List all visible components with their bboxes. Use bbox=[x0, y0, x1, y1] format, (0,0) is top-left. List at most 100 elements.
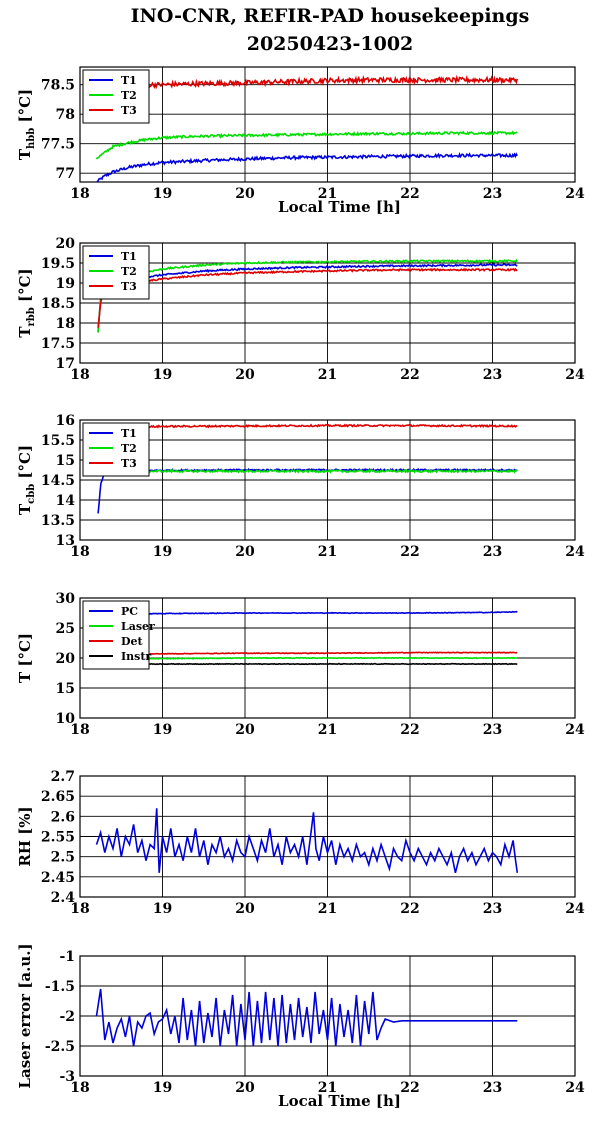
y-tick-label: 18.5 bbox=[41, 296, 75, 312]
y-tick-label: 2.65 bbox=[41, 789, 75, 805]
x-tick-label: 22 bbox=[400, 367, 419, 383]
plot-frame bbox=[79, 955, 576, 1077]
figure-title-line2: 20250423-1002 bbox=[247, 33, 414, 55]
legend: PC Laser Det Instr bbox=[82, 600, 155, 670]
x-tick-label: 21 bbox=[318, 544, 337, 560]
x-tick-label: 20 bbox=[235, 1080, 255, 1096]
y-tick-label: -2 bbox=[59, 1009, 75, 1025]
y-tick-label: 2.6 bbox=[51, 809, 75, 825]
x-tick-label: 19 bbox=[153, 186, 172, 202]
series-line-t3 bbox=[104, 74, 519, 90]
x-tick-label: 19 bbox=[153, 367, 172, 383]
y-tick-label: 2.4 bbox=[51, 890, 76, 906]
legend-label: T1 bbox=[121, 74, 137, 87]
y-tick-label: -3 bbox=[59, 1069, 75, 1085]
y-tick-label: 13.5 bbox=[41, 513, 75, 529]
series-line-data bbox=[95, 988, 518, 1047]
x-tick-label: 23 bbox=[483, 722, 502, 738]
y-tick-label: 25 bbox=[56, 621, 75, 637]
series-line-t3 bbox=[97, 267, 518, 328]
legend-label: PC bbox=[121, 605, 138, 618]
y-tick-label: 15 bbox=[56, 453, 75, 469]
y-tick-label: 30 bbox=[56, 591, 76, 607]
x-tick-label: 19 bbox=[153, 901, 172, 917]
x-tick-label: 24 bbox=[565, 1080, 585, 1096]
x-tick-label: 18 bbox=[70, 901, 89, 917]
x-tick-label: 21 bbox=[318, 186, 337, 202]
series-line-t3 bbox=[104, 423, 518, 430]
x-tick-label: 24 bbox=[565, 186, 585, 202]
y-tick-label: 2.45 bbox=[41, 870, 75, 886]
x-tick-label: 24 bbox=[565, 367, 585, 383]
x-tick-label: 22 bbox=[400, 901, 419, 917]
series-line-instr bbox=[104, 662, 518, 666]
y-axis-label: RH [%] bbox=[16, 806, 34, 866]
series-line-t1 bbox=[96, 151, 518, 182]
figure-title-line1: INO-CNR, REFIR-PAD housekeepings bbox=[131, 5, 530, 27]
y-axis-label: Thbb [°C] bbox=[16, 89, 37, 160]
x-tick-label: 21 bbox=[318, 367, 337, 383]
x-tick-label: 18 bbox=[70, 367, 89, 383]
legend-label: T1 bbox=[121, 427, 137, 440]
x-tick-label: 23 bbox=[483, 901, 502, 917]
y-tick-label: 17 bbox=[56, 356, 75, 372]
y-tick-label: 2.55 bbox=[41, 830, 75, 846]
legend-box bbox=[82, 600, 150, 670]
y-tick-label: 15.5 bbox=[41, 433, 75, 449]
series-line-laser bbox=[104, 656, 518, 661]
x-tick-label: 20 bbox=[235, 722, 255, 738]
legend-label: T3 bbox=[121, 457, 137, 470]
legend-label: T3 bbox=[121, 104, 137, 117]
x-axis-label: Local Time [h] bbox=[278, 1092, 401, 1110]
x-tick-label: 18 bbox=[70, 722, 89, 738]
y-tick-label: 78.5 bbox=[41, 78, 75, 94]
x-tick-label: 21 bbox=[318, 901, 337, 917]
legend-box bbox=[82, 245, 150, 300]
plot-frame bbox=[79, 419, 576, 541]
series-line-data bbox=[95, 808, 519, 873]
series-line-t1 bbox=[97, 467, 518, 514]
legend: T1 T2 T3 bbox=[82, 69, 150, 124]
y-tick-label: 19.5 bbox=[41, 256, 75, 272]
chart-panel-1: 77 77.5 78 78.5 18 19 20 21 22 23 24 Local Time [h]… bbox=[16, 66, 585, 216]
legend-label: T1 bbox=[121, 250, 137, 263]
y-tick-label: 20 bbox=[56, 236, 76, 252]
y-tick-label: 13 bbox=[56, 533, 75, 549]
x-tick-label: 22 bbox=[400, 1080, 419, 1096]
legend: T1 T2 T3 bbox=[82, 245, 150, 300]
series-line-pc bbox=[104, 610, 518, 616]
plot-frame bbox=[79, 66, 576, 183]
x-tick-label: 20 bbox=[235, 544, 255, 560]
y-tick-label: 10 bbox=[56, 711, 76, 727]
y-tick-label: -1.5 bbox=[45, 979, 75, 995]
y-tick-label: 15 bbox=[56, 681, 75, 697]
y-tick-label: 77 bbox=[56, 166, 75, 182]
x-tick-label: 18 bbox=[70, 544, 89, 560]
y-tick-label: 77.5 bbox=[41, 137, 75, 153]
y-tick-label: 20 bbox=[56, 651, 76, 667]
y-axis-label: Tcbb [°C] bbox=[16, 445, 37, 515]
legend-label: T3 bbox=[121, 280, 137, 293]
legend-label: Instr bbox=[121, 650, 151, 663]
x-tick-label: 24 bbox=[565, 722, 585, 738]
x-tick-label: 24 bbox=[565, 901, 585, 917]
x-tick-label: 22 bbox=[400, 186, 419, 202]
chart-panel-6: -3 -2.5 -2 -1.5 -1 18 19 20 21 22 23 24 Local Time [… bbox=[16, 943, 585, 1110]
x-tick-label: 22 bbox=[400, 544, 419, 560]
y-tick-label: 19 bbox=[56, 276, 75, 292]
y-tick-label: 78 bbox=[56, 107, 75, 123]
chart-panel-4: 10 15 20 25 30 18 19 20 21 22 23 24 T [°C] PC Laser Det… bbox=[16, 591, 585, 738]
x-tick-label: 21 bbox=[318, 722, 337, 738]
x-tick-label: 21 bbox=[318, 1080, 337, 1096]
chart-panel-5: 2.4 2.45 2.5 2.55 2.6 2.65 2.7 18 19 20 21 22 23 24 RH… bbox=[16, 769, 585, 917]
x-tick-label: 22 bbox=[400, 722, 419, 738]
series-line-t1 bbox=[97, 263, 518, 332]
x-tick-label: 20 bbox=[235, 901, 255, 917]
y-tick-label: 2.5 bbox=[51, 850, 75, 866]
y-axis-label: Laser error [a.u.] bbox=[16, 943, 34, 1088]
legend: T1 T2 T3 bbox=[82, 422, 150, 477]
chart-panels: 77 77.5 78 78.5 18 19 20 21 22 23 24 Local Time [h]… bbox=[16, 66, 585, 1110]
x-tick-label: 18 bbox=[70, 186, 89, 202]
legend-label: T2 bbox=[121, 89, 137, 102]
y-tick-label: 14 bbox=[56, 493, 76, 509]
